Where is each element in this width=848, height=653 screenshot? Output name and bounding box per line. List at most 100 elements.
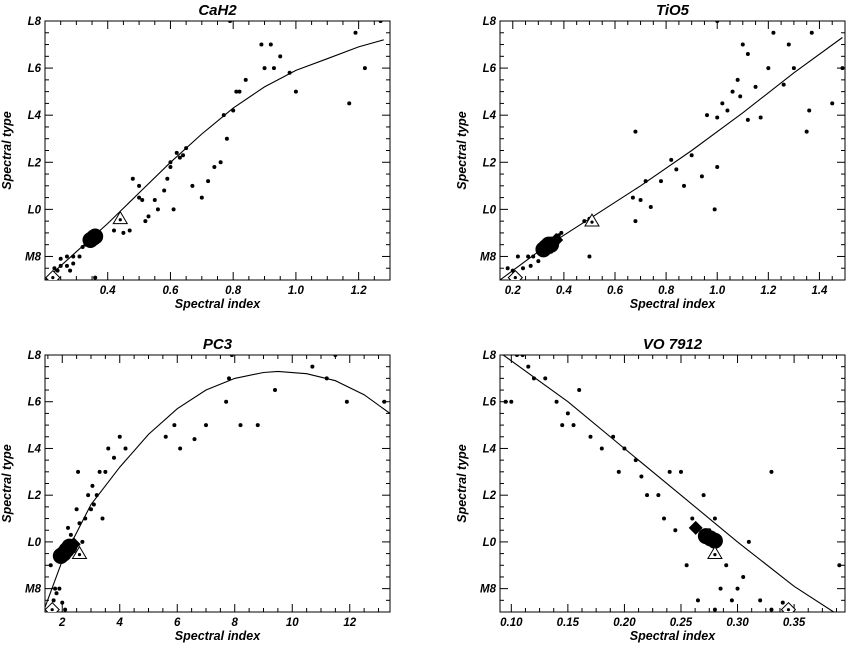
data-point — [68, 532, 73, 537]
fit-curve — [502, 355, 834, 612]
fit-curve — [45, 39, 384, 280]
y-tick-label: L2 — [483, 490, 497, 502]
data-point — [526, 364, 531, 369]
data-point — [89, 507, 93, 512]
data-point — [712, 516, 717, 521]
data-point — [174, 150, 179, 155]
data-point — [192, 437, 197, 442]
data-point — [112, 228, 116, 233]
data-point — [163, 434, 168, 439]
data-point — [669, 157, 674, 162]
data-point — [804, 129, 809, 134]
data-point — [127, 228, 132, 233]
x-tick-label: 6 — [174, 617, 181, 629]
data-point — [674, 167, 679, 172]
data-point — [528, 263, 533, 268]
data-point — [362, 66, 367, 71]
x-tick-label: 0.4 — [556, 285, 573, 297]
data-point — [64, 263, 69, 268]
data-point — [97, 469, 102, 474]
filled-diamond-marker — [66, 537, 81, 552]
data-point — [324, 376, 329, 381]
data-point — [218, 160, 223, 165]
data-point — [662, 516, 667, 521]
y-tick-label: L2 — [28, 490, 42, 502]
data-layer — [45, 355, 390, 612]
data-point — [769, 607, 774, 612]
x-tick-label: 1.2 — [760, 285, 777, 297]
triangle-center-point — [590, 220, 594, 224]
data-point — [531, 376, 536, 381]
y-tick-label: L0 — [28, 204, 42, 216]
data-point — [701, 493, 706, 498]
data-point — [234, 89, 239, 94]
data-point — [515, 254, 520, 259]
data-point — [143, 219, 148, 224]
data-point — [720, 101, 725, 106]
data-point — [238, 423, 243, 428]
chart-title: PC3 — [203, 336, 233, 353]
data-point — [140, 197, 145, 202]
data-point — [771, 30, 776, 35]
x-tick-label: 0.30 — [726, 617, 749, 629]
y-tick-label: M8 — [25, 584, 42, 596]
triangle-center-point — [713, 552, 717, 557]
data-point — [571, 423, 576, 428]
data-point — [77, 521, 82, 526]
chart-panel-2: 0.2 0.4 0.6 0.8 1.0 1.2 1.4 M8 L0 L2 L4 L6 L8 TiO5 Spe… — [455, 2, 846, 311]
y-axis-label: Spectral type — [0, 111, 14, 190]
data-point — [68, 268, 73, 273]
big-circle-marker — [87, 228, 104, 245]
data-point — [199, 195, 204, 200]
y-tick-label: L6 — [28, 397, 42, 409]
data-point — [155, 207, 160, 212]
x-tick-label: 2 — [58, 617, 66, 629]
data-point — [560, 423, 565, 428]
data-point — [712, 207, 717, 212]
data-point — [753, 84, 758, 89]
data-point — [347, 101, 352, 106]
data-point — [58, 263, 63, 268]
data-point — [745, 117, 750, 122]
chart-panel-3: 2 4 6 8 10 12 M8 L0 L2 L4 L6 L8 PC3 Spectral index Spe… — [0, 336, 391, 643]
data-point — [54, 591, 59, 596]
data-point — [735, 586, 740, 591]
data-point — [243, 77, 248, 82]
data-point — [74, 507, 79, 512]
data-point — [66, 525, 70, 530]
data-point — [616, 469, 621, 474]
data-point — [77, 254, 82, 259]
data-point — [93, 275, 98, 280]
data-point — [137, 195, 142, 200]
data-point — [769, 469, 774, 474]
data-point — [830, 101, 835, 106]
diamond-center-point — [786, 608, 791, 612]
data-point — [659, 179, 663, 184]
data-point — [212, 164, 217, 169]
data-point — [536, 259, 541, 264]
x-tick-label: 1.2 — [351, 285, 368, 297]
data-point — [178, 446, 183, 451]
triangle-center-point — [77, 552, 82, 557]
data-point — [730, 89, 735, 94]
x-tick-label: 0.25 — [670, 617, 693, 629]
data-point — [123, 446, 128, 451]
data-point — [293, 89, 298, 94]
data-point — [786, 42, 791, 47]
data-point — [58, 256, 63, 261]
x-tick-label: 0.20 — [613, 617, 636, 629]
data-point — [509, 399, 514, 404]
data-point — [51, 598, 56, 603]
data-point — [121, 230, 126, 235]
data-point — [729, 598, 734, 603]
data-point — [521, 266, 525, 271]
data-point — [237, 89, 242, 94]
data-point — [278, 54, 283, 59]
x-tick-label: 0.8 — [225, 285, 242, 297]
data-point — [781, 82, 786, 87]
x-axis-label: Spectral index — [630, 629, 716, 643]
data-point — [190, 183, 195, 188]
data-point — [648, 205, 653, 210]
open-triangle-marker — [71, 545, 88, 559]
data-point — [807, 108, 812, 113]
